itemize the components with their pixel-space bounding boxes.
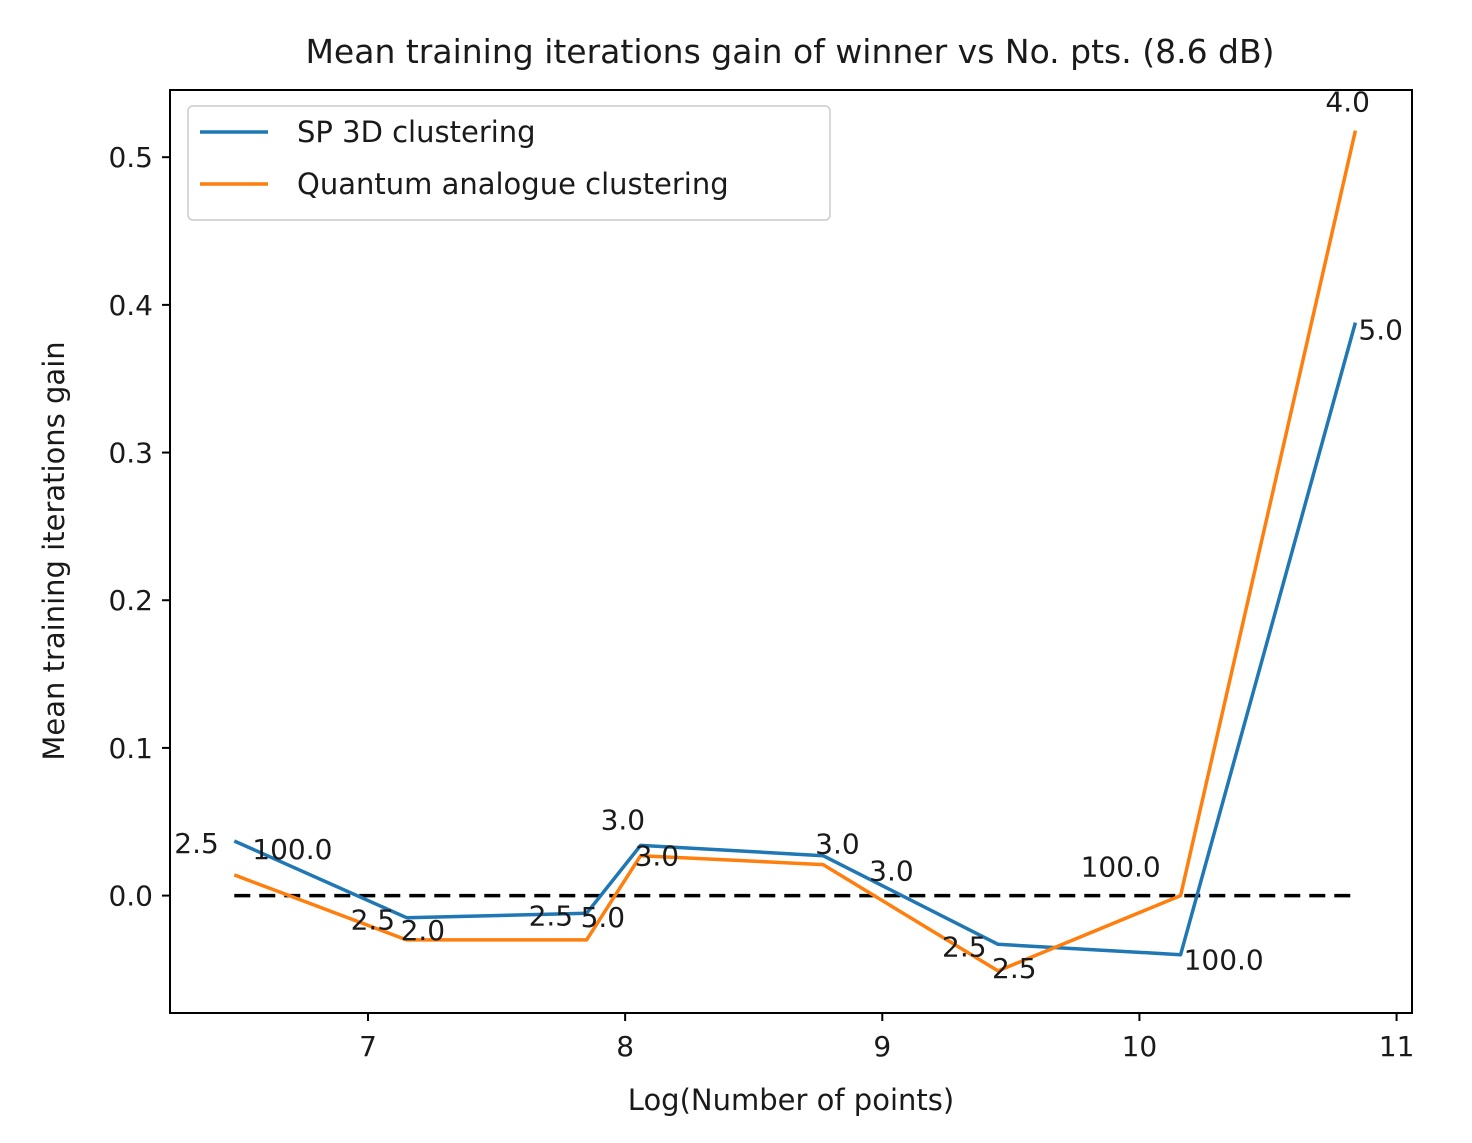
- y-tick-label: 0.2: [108, 584, 153, 617]
- data-label: 2.5: [942, 930, 987, 963]
- data-label: 3.0: [869, 855, 914, 888]
- data-label: 3.0: [601, 803, 646, 836]
- x-tick-label: 8: [616, 1030, 634, 1063]
- x-axis-label: Log(Number of points): [628, 1083, 954, 1117]
- y-tick-label: 0.1: [108, 732, 153, 765]
- data-label: 2.5: [174, 827, 219, 860]
- x-tick-label: 11: [1379, 1030, 1415, 1063]
- legend-label-quantum: Quantum analogue clustering: [297, 167, 729, 201]
- data-label: 2.0: [401, 914, 446, 947]
- data-label: 3.0: [815, 828, 860, 861]
- data-label: 5.0: [581, 901, 626, 934]
- data-label: 100.0: [1184, 944, 1264, 977]
- legend-label-sp-3d: SP 3D clustering: [297, 115, 536, 149]
- y-tick-label: 0.4: [108, 289, 153, 322]
- legend: SP 3D clustering Quantum analogue cluste…: [187, 105, 831, 221]
- y-tick-label: 0.3: [108, 437, 153, 470]
- y-tick-label: 0.5: [108, 141, 153, 174]
- series-line-sp-3d: [233, 322, 1358, 957]
- y-axis-label: Mean training iterations gain: [37, 341, 71, 760]
- axis-ticks: 7 8 9 10 11 0.0 0.1 0.2 0.3 0.4 0.5: [108, 141, 1414, 1063]
- plot-frame: [169, 89, 1413, 1014]
- data-label: 4.0: [1325, 86, 1370, 119]
- y-tick-label: 0.0: [108, 880, 153, 913]
- x-tick-label: 9: [873, 1030, 891, 1063]
- data-label: 2.5: [992, 952, 1037, 985]
- series-lines: [233, 130, 1358, 973]
- x-tick-label: 10: [1122, 1030, 1158, 1063]
- series-line-quantum: [233, 130, 1358, 973]
- data-label: 100.0: [252, 833, 332, 866]
- data-label: 5.0: [1358, 314, 1403, 347]
- x-tick-label: 7: [359, 1030, 377, 1063]
- chart-title: Mean training iterations gain of winner …: [305, 32, 1274, 71]
- data-label: 2.5: [351, 904, 396, 937]
- data-label: 100.0: [1081, 851, 1161, 884]
- plot-area: [170, 90, 1412, 1013]
- data-label: 3.0: [635, 840, 680, 873]
- legend-frame: [187, 105, 831, 221]
- data-label: 2.5: [529, 899, 574, 932]
